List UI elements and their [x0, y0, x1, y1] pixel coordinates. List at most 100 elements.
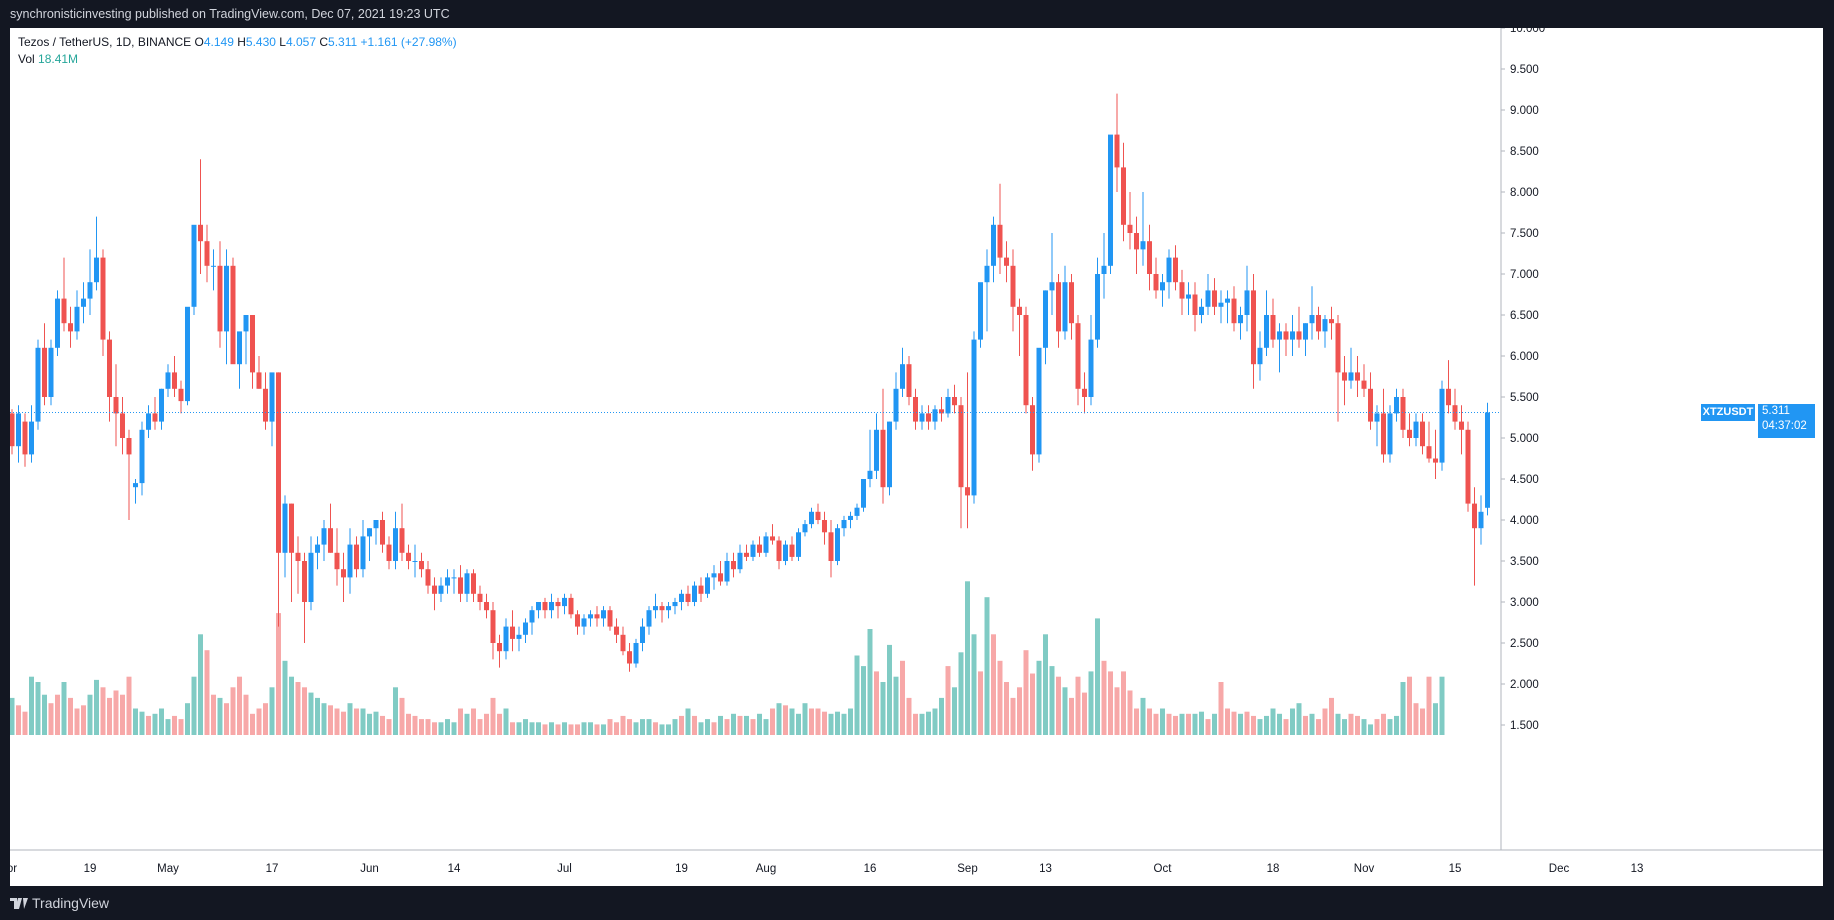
candle-body — [718, 573, 723, 582]
volume-bar — [588, 722, 593, 735]
volume-bar — [1147, 708, 1152, 735]
volume-bar — [22, 711, 28, 735]
change-value: +1.161 (+27.98%) — [360, 35, 457, 49]
candle-body — [1478, 511, 1484, 529]
volume-bar — [341, 711, 346, 735]
volume-bar — [984, 597, 990, 735]
candle-body — [497, 643, 502, 652]
volume-bar — [1413, 703, 1419, 735]
candle-body — [939, 409, 944, 414]
candle-body — [991, 224, 996, 266]
volume-bar — [991, 634, 996, 735]
candle-body — [243, 315, 249, 332]
volume-bar — [1439, 676, 1445, 735]
candle-body — [874, 429, 879, 471]
volume-bar — [1381, 713, 1386, 735]
x-tick-label: 15 — [1449, 863, 1462, 875]
candle-body — [744, 552, 749, 557]
volume-bar — [458, 708, 463, 735]
high-value: 5.430 — [245, 35, 276, 49]
volume-bar — [484, 713, 489, 735]
volume-bar — [328, 705, 333, 735]
y-tick-label: 6.000 — [1510, 351, 1539, 363]
x-tick-label: May — [157, 863, 179, 875]
candle-body — [1387, 413, 1393, 455]
volume-bar — [841, 713, 847, 735]
publish-header: synchronisticinvesting published on Trad… — [0, 0, 1834, 28]
volume-bar — [432, 722, 437, 735]
candle-body — [295, 552, 301, 561]
candle-body — [224, 265, 229, 332]
volume-bar — [796, 713, 801, 735]
y-tick-label: 9.500 — [1510, 64, 1539, 76]
volume-bar — [523, 719, 528, 735]
volume-bar — [451, 722, 457, 735]
volume-bar — [516, 722, 522, 735]
open-value: 4.149 — [203, 35, 234, 49]
volume-bar — [113, 690, 119, 735]
volume-bar — [10, 697, 15, 735]
candle-body — [68, 323, 73, 332]
candle-body — [750, 544, 756, 557]
candle-body — [35, 347, 41, 422]
volume-bar — [1166, 713, 1172, 735]
volume-bar — [627, 719, 632, 735]
candle-body — [139, 429, 145, 484]
y-tick-label: 2.500 — [1510, 638, 1539, 650]
volume-bar — [1062, 687, 1068, 735]
candle-body — [828, 532, 834, 561]
candle-body — [679, 593, 684, 602]
price-chart[interactable]: 10.000 9.500 9.000 8.500 8.000 7.500 7.000 6.50… — [10, 28, 1823, 886]
volume-bar — [939, 697, 944, 735]
candle-body — [653, 606, 658, 611]
volume-bar — [464, 713, 470, 735]
volume-bar — [757, 713, 762, 735]
volume-bar — [965, 581, 970, 735]
candle-body — [237, 331, 242, 365]
volume-bar — [594, 724, 600, 735]
candle-body — [1303, 323, 1308, 340]
volume-bar — [763, 719, 769, 735]
volume-bar — [1127, 690, 1133, 735]
volume-bar — [399, 697, 405, 735]
volume-bar — [1420, 708, 1425, 735]
chart-area[interactable]: 10.000 9.500 9.000 8.500 8.000 7.500 7.000 6.50… — [10, 28, 1823, 886]
candle-body — [1069, 282, 1074, 324]
y-tick-label: 5.000 — [1510, 433, 1539, 445]
candle-body — [1199, 306, 1204, 315]
volume-bar — [1056, 676, 1061, 735]
volume-bar — [1225, 708, 1230, 735]
volume-bar — [471, 708, 476, 735]
volume-bar — [978, 671, 983, 735]
candle-body — [562, 597, 567, 607]
candle-body — [256, 372, 262, 389]
candle-body — [594, 614, 600, 619]
y-tick-label: 4.000 — [1510, 515, 1539, 527]
y-tick-label: 3.500 — [1510, 556, 1539, 568]
tradingview-logo[interactable]: TradingView — [10, 895, 109, 911]
candle-body — [1095, 274, 1100, 340]
candle-body — [29, 421, 34, 455]
volume-bar — [334, 708, 340, 735]
volume-bar — [581, 722, 587, 735]
volume-bar — [809, 708, 814, 735]
volume-bar — [438, 722, 444, 735]
candle-body — [1329, 319, 1334, 324]
candle-body — [146, 413, 151, 430]
volume-line: Vol 18.41M — [18, 51, 457, 68]
candle-body — [100, 257, 106, 340]
candle-body — [386, 544, 392, 561]
candle-body — [55, 298, 60, 348]
volume-bar — [295, 682, 301, 735]
candle-body — [1192, 294, 1198, 315]
candle-body — [932, 409, 938, 422]
candle-body — [1114, 134, 1120, 168]
volume-bar — [685, 708, 691, 735]
candle-body — [477, 593, 483, 602]
candle-body — [731, 561, 736, 570]
volume-bar — [29, 676, 34, 735]
candle-body — [113, 397, 119, 414]
volume-bar — [230, 687, 236, 735]
candle-body — [16, 413, 21, 447]
volume-bar — [1023, 650, 1029, 735]
